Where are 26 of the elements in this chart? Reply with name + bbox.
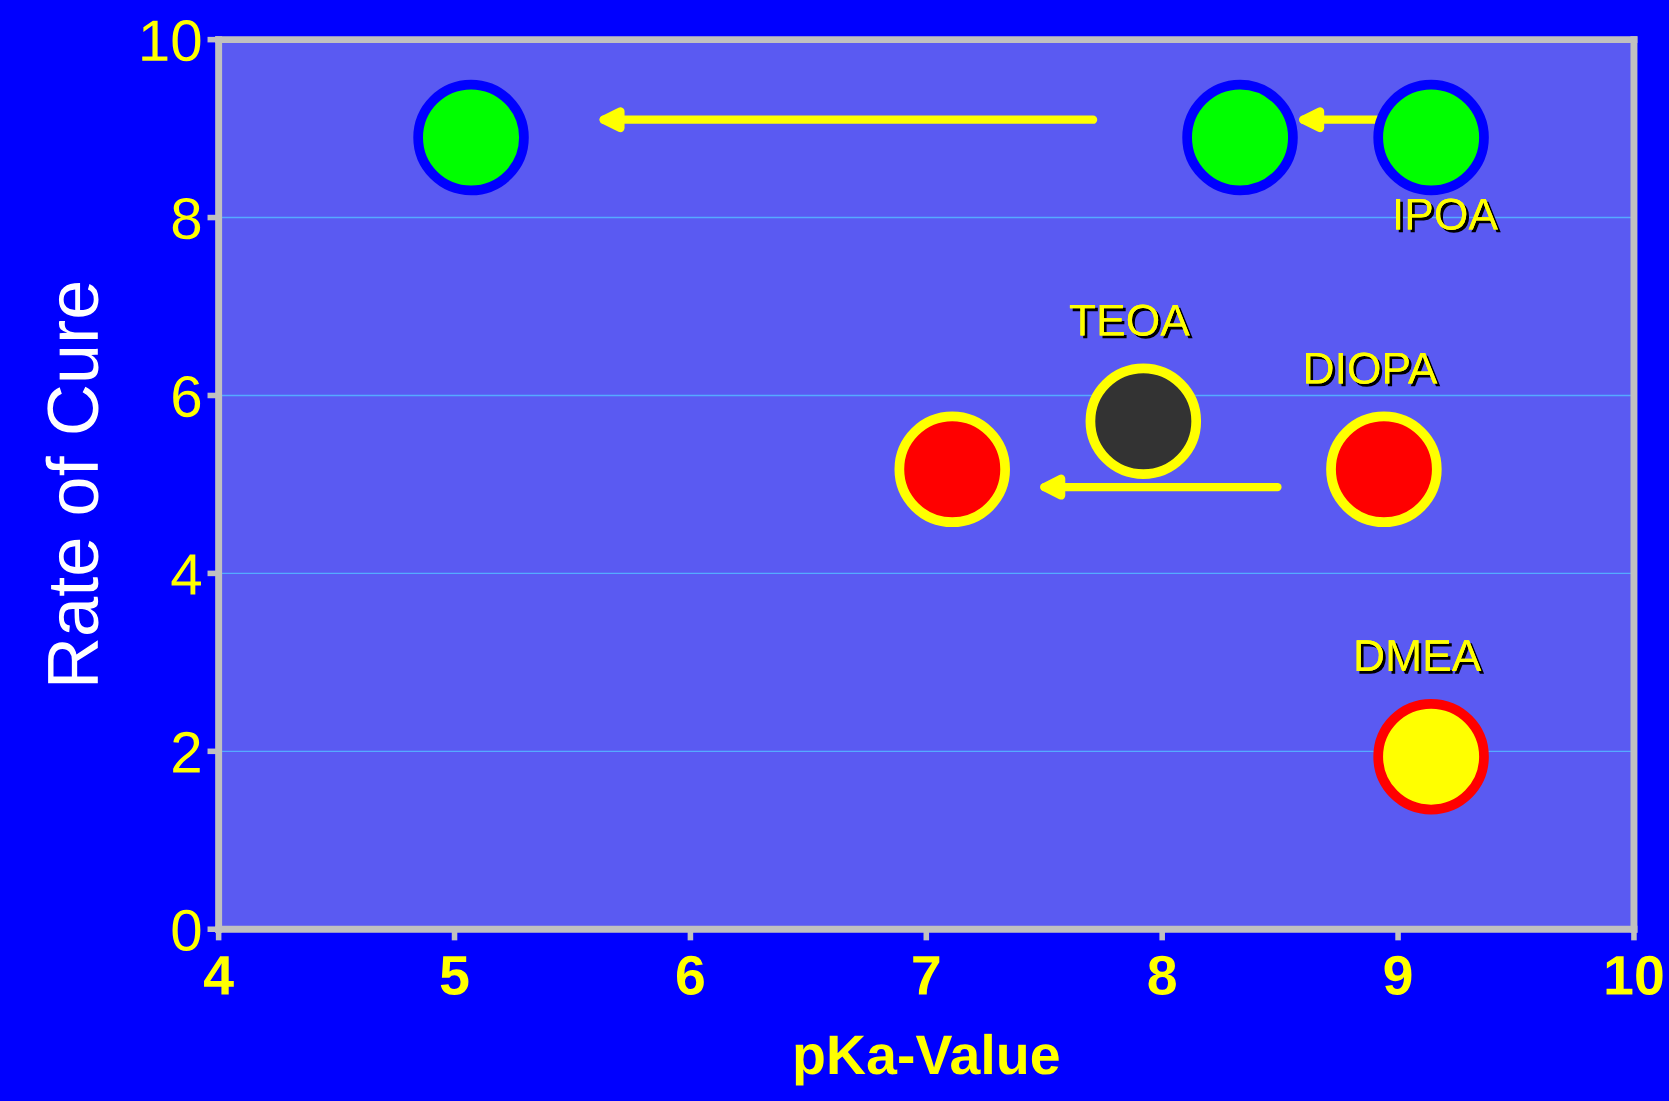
y-tick-label: 2 xyxy=(173,731,200,773)
x-tick-label: 9 xyxy=(1384,955,1412,996)
x-tick-label: 8 xyxy=(1148,955,1176,996)
x-tick-label: 5 xyxy=(440,956,469,996)
x-tick-label: 6 xyxy=(676,955,704,996)
point xyxy=(894,411,1010,528)
annotation: DMEA xyxy=(1356,640,1485,674)
annotation: IPOA xyxy=(1395,198,1501,233)
annotation: TEOA xyxy=(1069,304,1193,339)
point xyxy=(413,79,529,196)
y-tick-label: 10 xyxy=(142,20,201,62)
x-axis-title: pKa-Value xyxy=(795,1033,1059,1086)
point xyxy=(1373,79,1489,196)
point xyxy=(1373,698,1489,815)
y-tick-label: 0 xyxy=(172,909,201,951)
point xyxy=(1326,411,1442,528)
y-axis-title: Rate of Cure xyxy=(45,282,99,684)
point xyxy=(1085,363,1202,480)
x-tick-label: 4 xyxy=(204,956,234,995)
x-tick-label: 10 xyxy=(1606,955,1663,996)
annotation: DIOPA xyxy=(1306,352,1441,387)
y-tick-label: 8 xyxy=(172,197,201,240)
point xyxy=(1182,79,1298,196)
x-tick-label: 7 xyxy=(913,956,940,995)
y-tick-label: 6 xyxy=(173,375,201,418)
y-tick-label: 4 xyxy=(171,554,201,595)
